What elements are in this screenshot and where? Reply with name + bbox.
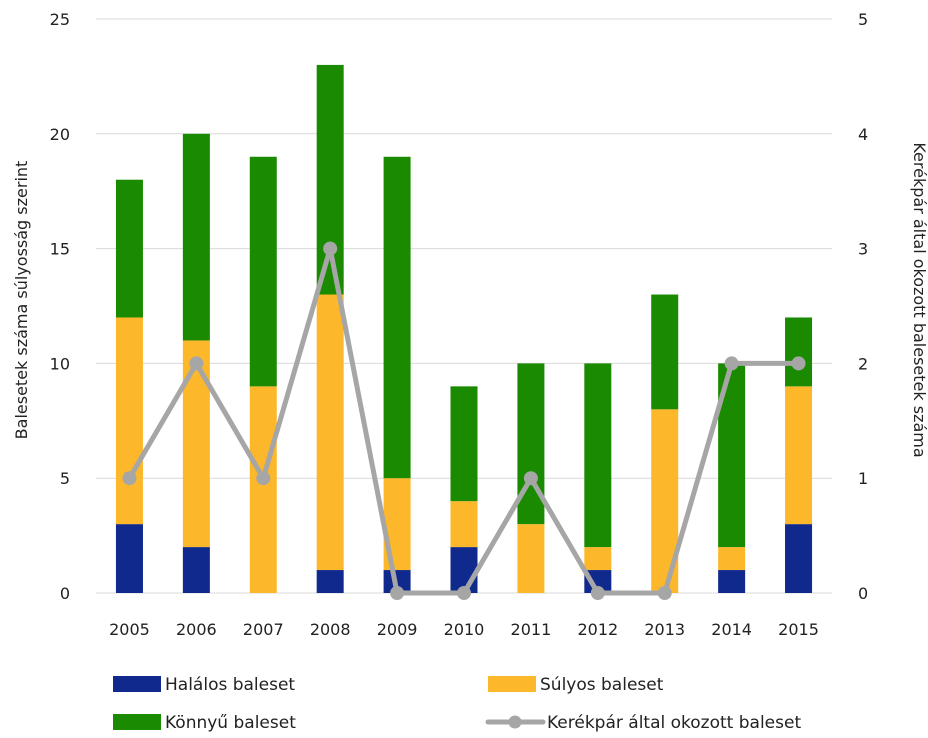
bar-sulyos-2005 [115, 317, 143, 525]
line-point-2014 [724, 356, 739, 371]
line-point-2013 [657, 586, 672, 600]
x-tick-label: 2009 [377, 620, 418, 639]
bar-konnyu-2012 [584, 363, 612, 548]
x-tick-label: 2008 [310, 620, 351, 639]
bar-sulyos-2012 [584, 547, 612, 571]
line-point-2005 [122, 471, 137, 486]
line-point-2011 [523, 471, 538, 486]
legend-label-sulyos: Súlyos baleset [540, 675, 664, 695]
legend-label-halalos: Halálos baleset [165, 675, 295, 695]
bar-konnyu-2011 [517, 363, 545, 525]
line-point-2010 [457, 586, 471, 600]
y2-axis-ticks: 0 1 2 3 4 5 [858, 10, 868, 603]
legend-label-konnyu: Könnyű baleset [165, 713, 296, 733]
line-point-2009 [390, 586, 405, 600]
bars [115, 64, 813, 593]
bar-sulyos-2008 [316, 294, 344, 571]
bar-konnyu-2015 [785, 317, 813, 387]
x-tick-label: 2013 [644, 620, 685, 639]
bar-halalos-2012 [584, 570, 612, 593]
bar-sulyos-2014 [718, 547, 746, 571]
y-axis-title: Balesetek száma súlyosság szerint [12, 161, 31, 440]
line-point-2007 [256, 471, 271, 486]
legend-swatch-marker-kerekpar [508, 715, 522, 729]
y2-tick-label: 5 [858, 10, 868, 29]
y-tick-label: 25 [50, 10, 70, 29]
bar-sulyos-2006 [182, 340, 210, 548]
bar-halalos-2014 [718, 570, 746, 593]
legend-swatch-halalos [113, 676, 161, 692]
y-tick-label: 20 [50, 125, 70, 144]
bar-konnyu-2006 [182, 133, 210, 341]
y2-tick-label: 2 [858, 354, 868, 373]
bar-konnyu-2007 [249, 156, 277, 387]
bar-halalos-2006 [182, 547, 210, 593]
bar-sulyos-2010 [450, 501, 478, 548]
legend-swatch-konnyu [113, 714, 161, 730]
y-tick-label: 0 [60, 584, 70, 603]
bar-halalos-2010 [450, 547, 478, 593]
gridlines [96, 18, 832, 594]
legend-label-kerekpar: Kerékpár által okozott baleset [547, 713, 801, 733]
line-point-2006 [189, 356, 204, 371]
bar-konnyu-2009 [383, 156, 411, 479]
y2-tick-label: 1 [858, 469, 868, 488]
bar-sulyos-2011 [517, 524, 545, 593]
bar-sulyos-2015 [785, 386, 813, 525]
x-tick-label: 2011 [511, 620, 552, 639]
bar-konnyu-2010 [450, 386, 478, 502]
bar-konnyu-2013 [651, 294, 679, 410]
bar-halalos-2005 [115, 524, 143, 593]
bar-konnyu-2005 [115, 179, 143, 318]
x-tick-label: 2014 [711, 620, 752, 639]
x-tick-label: 2010 [444, 620, 485, 639]
x-tick-label: 2005 [109, 620, 150, 639]
y2-tick-label: 3 [858, 240, 868, 259]
y2-axis-title: Kerékpár által okozott balesetek száma [910, 142, 928, 457]
y-axis-ticks: 0 5 10 15 20 25 [50, 10, 70, 603]
legend: Halálos baleset Súlyos baleset Könnyű bale… [113, 675, 801, 733]
bar-halalos-2008 [316, 570, 344, 593]
y-tick-label: 5 [60, 469, 70, 488]
y-tick-label: 10 [50, 354, 70, 373]
x-axis-ticks: 2005 2006 2007 2008 2009 2010 2011 2012 2013 2014… [109, 620, 819, 639]
x-tick-label: 2012 [577, 620, 618, 639]
y-tick-label: 15 [50, 240, 70, 259]
bar-halalos-2015 [785, 524, 813, 593]
line-point-2015 [791, 356, 806, 371]
x-tick-label: 2015 [778, 620, 819, 639]
x-tick-label: 2007 [243, 620, 284, 639]
line-point-2012 [590, 586, 605, 600]
y2-tick-label: 4 [858, 125, 868, 144]
line-point-2008 [323, 241, 338, 256]
y2-tick-label: 0 [858, 584, 868, 603]
bar-sulyos-2007 [249, 386, 277, 593]
x-tick-label: 2006 [176, 620, 217, 639]
line-series [122, 241, 806, 600]
legend-swatch-sulyos [488, 676, 536, 692]
